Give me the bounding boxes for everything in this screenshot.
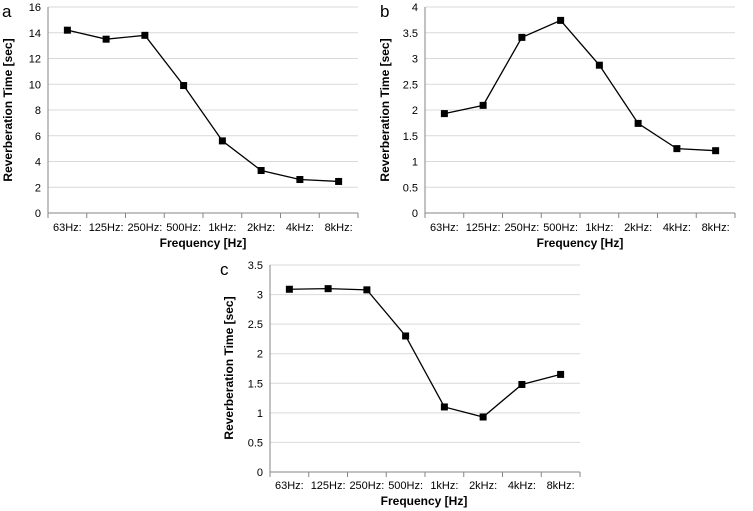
chart-panel-c: c Reverberation Time [sec] Frequency [Hz… bbox=[220, 260, 581, 508]
data-point-marker bbox=[257, 167, 265, 175]
y-tick-label: 1.5 bbox=[248, 378, 263, 390]
y-tick-label: 3 bbox=[412, 54, 418, 66]
y-tick-label: 4 bbox=[412, 2, 418, 14]
x-tick-label: 63Hz: bbox=[430, 222, 459, 234]
x-tick-label: 63Hz: bbox=[275, 480, 304, 492]
x-tick-label: 125Hz: bbox=[311, 480, 346, 492]
data-point-marker bbox=[335, 177, 343, 185]
data-point-marker bbox=[518, 33, 526, 41]
y-tick-label: 8 bbox=[35, 105, 41, 117]
x-tick-label: 4kHz: bbox=[663, 222, 691, 234]
x-tick-label: 500Hz: bbox=[166, 222, 201, 234]
x-tick-label: 63Hz: bbox=[53, 222, 82, 234]
data-point-marker bbox=[102, 35, 110, 43]
y-tick-label: 2 bbox=[257, 349, 263, 361]
y-tick-label: 3.5 bbox=[403, 28, 418, 40]
y-tick-label: 6 bbox=[35, 131, 41, 143]
x-tick-label: 2kHz: bbox=[469, 480, 497, 492]
data-point-marker bbox=[180, 82, 188, 90]
panel-label: b bbox=[380, 2, 389, 21]
data-point-marker bbox=[285, 285, 293, 293]
data-point-marker bbox=[712, 147, 720, 155]
x-tick-label: 1kHz: bbox=[585, 222, 613, 234]
y-tick-label: 1 bbox=[412, 157, 418, 169]
x-tick-label: 1kHz: bbox=[430, 480, 458, 492]
y-tick-label: 0 bbox=[412, 208, 418, 220]
y-axis-title: Reverberation Time [sec] bbox=[1, 38, 15, 181]
panel-label: a bbox=[2, 2, 12, 21]
data-point-marker bbox=[595, 61, 603, 69]
data-point-marker bbox=[63, 26, 71, 34]
x-tick-label: 4kHz: bbox=[286, 222, 314, 234]
data-point-marker bbox=[440, 110, 448, 118]
x-tick-label: 8kHz: bbox=[325, 222, 353, 234]
data-point-marker bbox=[363, 286, 371, 294]
y-tick-label: 14 bbox=[29, 28, 41, 40]
x-tick-label: 500Hz: bbox=[388, 480, 423, 492]
data-point-marker bbox=[440, 403, 448, 411]
x-tick-label: 250Hz: bbox=[127, 222, 162, 234]
data-point-marker bbox=[296, 176, 304, 184]
x-axis-title: Frequency [Hz] bbox=[381, 494, 468, 508]
y-tick-label: 0.5 bbox=[403, 182, 418, 194]
y-tick-label: 0 bbox=[257, 467, 263, 479]
y-tick-label: 1 bbox=[257, 408, 263, 420]
data-point-marker bbox=[218, 137, 226, 145]
y-tick-label: 3.5 bbox=[248, 260, 263, 272]
y-tick-label: 0.5 bbox=[248, 437, 263, 449]
y-axis-title: Reverberation Time [sec] bbox=[222, 296, 236, 439]
data-point-marker bbox=[479, 101, 487, 109]
y-tick-label: 0 bbox=[35, 208, 41, 220]
x-tick-label: 4kHz: bbox=[508, 480, 536, 492]
y-tick-label: 2.5 bbox=[403, 79, 418, 91]
x-axis-title: Frequency [Hz] bbox=[160, 236, 247, 250]
data-point-marker bbox=[479, 413, 487, 421]
y-tick-label: 1.5 bbox=[403, 131, 418, 143]
panel-label: c bbox=[220, 260, 229, 279]
y-tick-label: 4 bbox=[35, 157, 41, 169]
data-point-marker bbox=[673, 145, 681, 153]
data-point-marker bbox=[402, 332, 410, 340]
x-tick-label: 500Hz: bbox=[543, 222, 578, 234]
x-tick-label: 125Hz: bbox=[89, 222, 124, 234]
data-point-marker bbox=[141, 31, 149, 39]
data-point-marker bbox=[634, 119, 642, 127]
x-tick-label: 250Hz: bbox=[349, 480, 384, 492]
y-tick-label: 3 bbox=[257, 290, 263, 302]
x-tick-label: 2kHz: bbox=[247, 222, 275, 234]
chart-panel-b: b Reverberation Time [sec] Frequency [Hz… bbox=[378, 2, 736, 250]
y-axis-title: Reverberation Time [sec] bbox=[378, 38, 392, 181]
data-point-marker bbox=[557, 370, 565, 378]
x-tick-label: 8kHz: bbox=[702, 222, 730, 234]
series-line bbox=[289, 288, 561, 418]
data-point-marker bbox=[324, 285, 332, 293]
y-tick-label: 12 bbox=[29, 54, 41, 66]
x-tick-label: 250Hz: bbox=[504, 222, 539, 234]
x-tick-label: 2kHz: bbox=[624, 222, 652, 234]
x-tick-label: 125Hz: bbox=[466, 222, 501, 234]
y-tick-label: 10 bbox=[29, 79, 41, 91]
y-tick-label: 2 bbox=[412, 105, 418, 117]
y-tick-label: 2 bbox=[35, 182, 41, 194]
x-tick-label: 8kHz: bbox=[547, 480, 575, 492]
y-tick-label: 16 bbox=[29, 2, 41, 14]
x-axis-title: Frequency [Hz] bbox=[537, 236, 624, 250]
y-tick-label: 2.5 bbox=[248, 319, 263, 331]
data-point-marker bbox=[518, 380, 526, 388]
series-line bbox=[67, 29, 339, 183]
chart-panel-a: a Reverberation Time [sec] Frequency [Hz… bbox=[1, 2, 359, 250]
data-point-marker bbox=[557, 16, 565, 24]
series-line bbox=[444, 19, 716, 152]
x-tick-label: 1kHz: bbox=[208, 222, 236, 234]
